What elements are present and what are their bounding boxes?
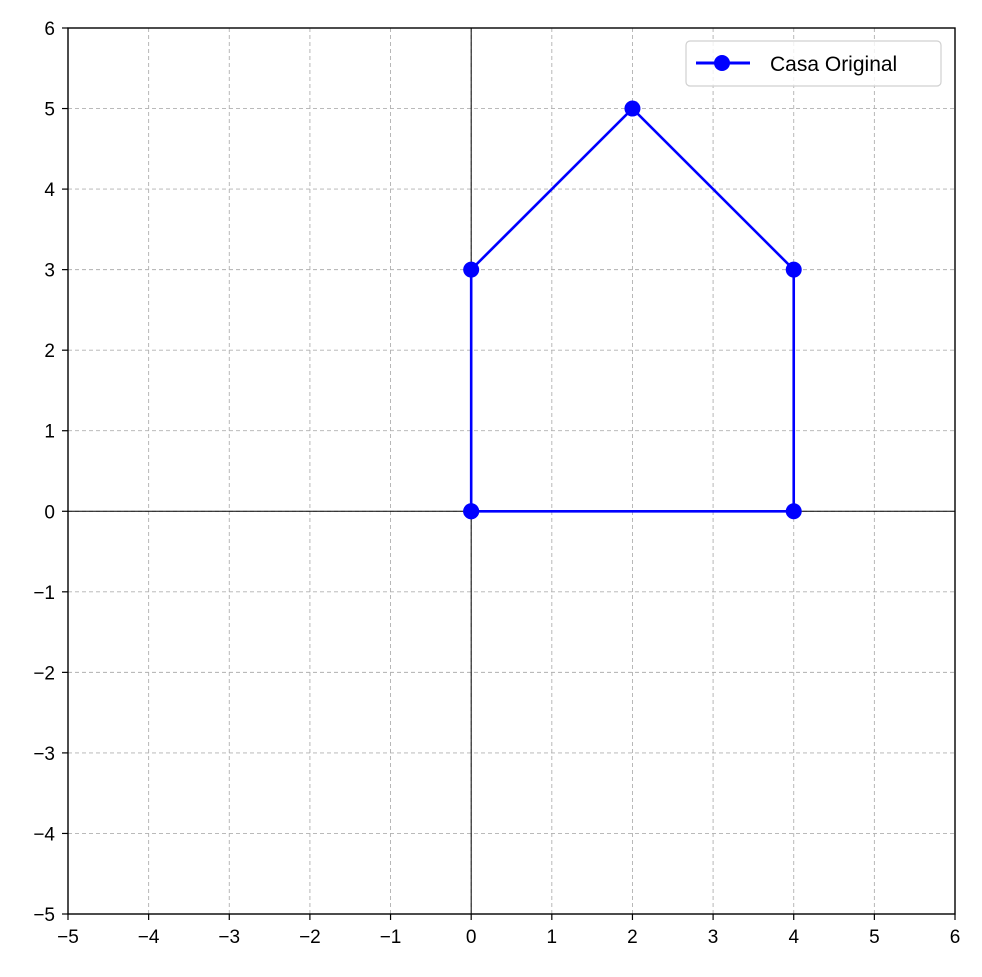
series-line: [469, 107, 796, 513]
y-tick-label: 1: [44, 422, 55, 443]
legend-label: Casa Original: [770, 53, 897, 76]
legend-box: [685, 40, 942, 87]
y-tick-label: 2: [44, 341, 55, 362]
x-tick-label: −3: [218, 927, 240, 948]
y-tick-label: −4: [33, 824, 55, 845]
x-tick-label: 2: [627, 927, 638, 948]
legend: Casa Original: [685, 40, 942, 87]
data-point: [785, 503, 802, 520]
y-tick-label: −1: [33, 583, 55, 604]
data-point-closing: [463, 503, 480, 520]
x-tick-label: 1: [547, 927, 558, 948]
x-tick-label: 5: [869, 927, 880, 948]
y-tick-label: −3: [33, 744, 55, 765]
x-tick-label: 0: [466, 927, 477, 948]
x-tick-label: 4: [788, 927, 799, 948]
plot-frame: [67, 27, 956, 915]
data-point: [624, 100, 641, 117]
data-point: [463, 261, 480, 278]
grid: [67, 27, 956, 915]
legend-marker-swatch: [714, 55, 730, 71]
y-tick-label: −5: [33, 905, 55, 926]
y-tick-label: 3: [44, 261, 55, 282]
x-tick-label: 6: [950, 927, 961, 948]
y-tick-label: 4: [44, 180, 55, 201]
axis-zero-lines: [68, 28, 955, 914]
ticks: −5 −4 −3 −2 −1 0 1 2 3 4 5 6 −5 −4 −3 −2 −1 0 1 2 3 4 5 6: [33, 19, 960, 948]
x-tick-label: −4: [138, 927, 160, 948]
y-tick-label: 6: [44, 19, 55, 40]
x-tick-label: −2: [299, 927, 321, 948]
x-tick-label: 3: [708, 927, 719, 948]
y-tick-label: 0: [44, 502, 55, 523]
series-layer: [463, 100, 802, 520]
y-tick-label: −2: [33, 663, 55, 684]
x-tick-label: −5: [57, 927, 79, 948]
x-tick-label: −1: [380, 927, 402, 948]
data-point: [785, 261, 802, 278]
y-tick-label: 5: [44, 100, 55, 121]
